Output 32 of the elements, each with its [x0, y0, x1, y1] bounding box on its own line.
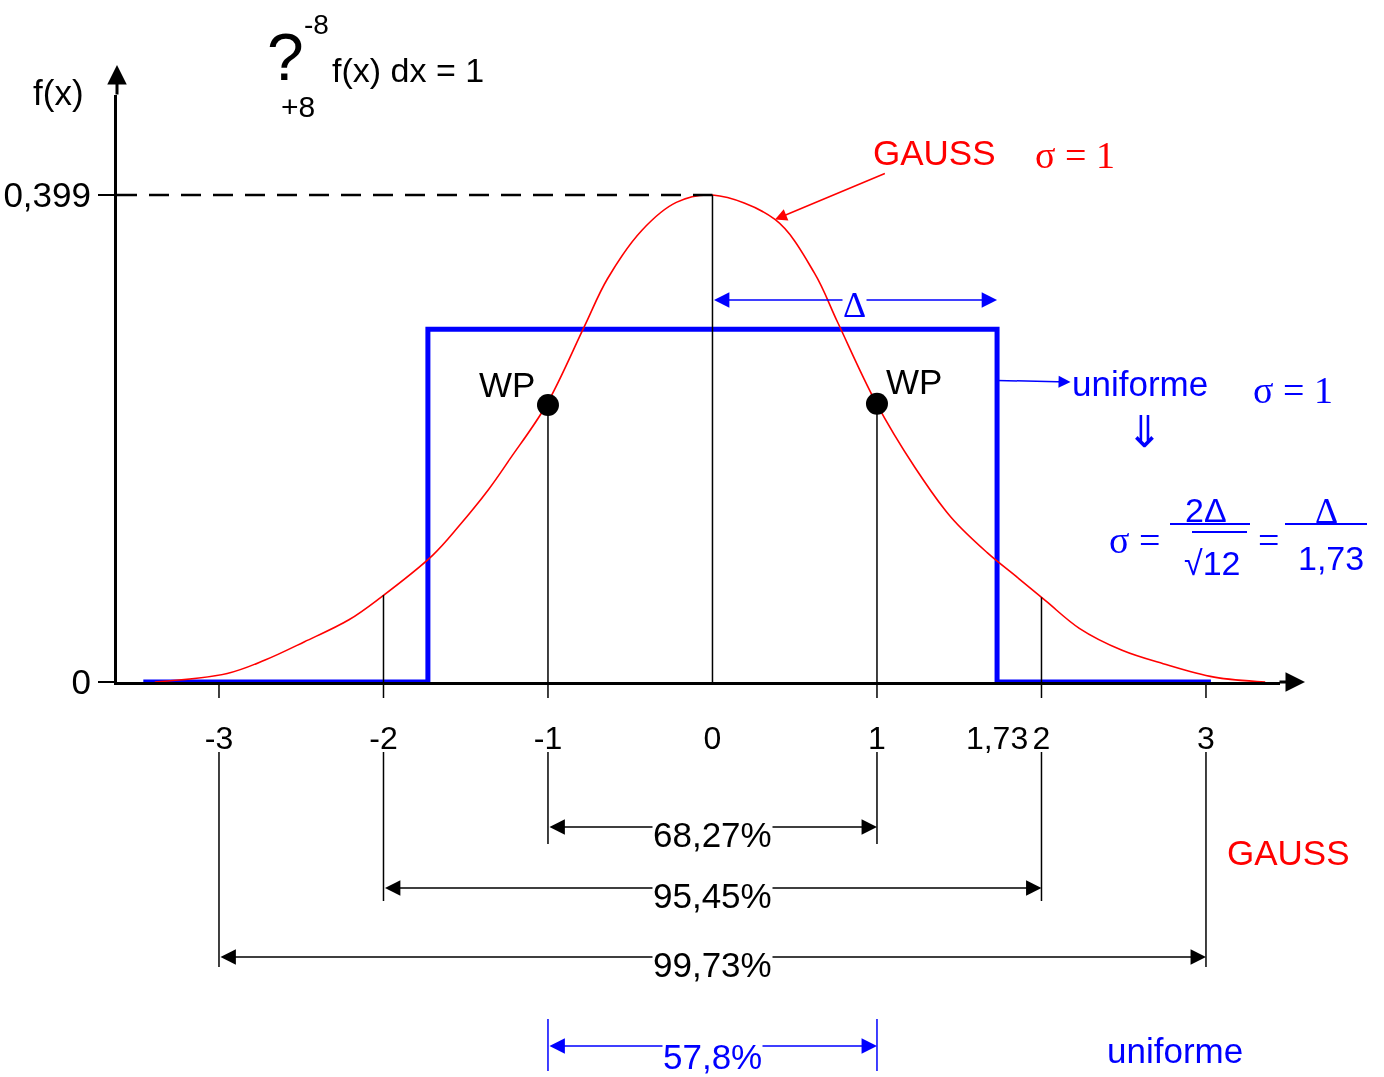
y-axis-title: f(x) [33, 73, 84, 112]
x-tick-label: 3 [1197, 720, 1215, 757]
annotation: σ = 1 [1035, 134, 1115, 176]
text: uniforme [1107, 1031, 1244, 1070]
x-tick-label: -1 [533, 720, 563, 757]
x-tick-label: 1,73 [965, 720, 1029, 757]
y-tick-label: 0,399 [3, 175, 91, 215]
annotation: = [1258, 519, 1280, 561]
x-tick-label: 0 [703, 720, 722, 757]
annotation: ⇓ [1126, 408, 1163, 457]
annotation: 2Δ [1185, 491, 1227, 529]
text: 95,45% [653, 876, 772, 915]
annotation: WP [886, 362, 943, 401]
x-tick-label: 2 [1032, 720, 1051, 757]
annotation: σ = 1 [1253, 369, 1333, 411]
x-tick-label: 1 [868, 720, 886, 757]
annotation: √12 [1184, 544, 1241, 582]
text: 1,73 [1298, 539, 1365, 577]
text: Δ [1315, 491, 1339, 531]
annotation: σ = [1109, 519, 1161, 561]
x-tick-label: -2 [369, 720, 398, 757]
annotation: WP [479, 365, 536, 404]
x-tick-label: -3 [204, 720, 234, 757]
text: f(x) dx = 1 [332, 51, 485, 89]
text: 99,73% [653, 945, 772, 984]
text: 68,27% [653, 815, 772, 854]
legend-label: uniforme [1072, 364, 1209, 403]
text: GAUSS [1227, 833, 1350, 872]
text: 57,8% [663, 1037, 763, 1076]
text: -8 [304, 9, 329, 40]
annotation: Δ [843, 285, 867, 325]
text: GAUSS [873, 133, 996, 172]
